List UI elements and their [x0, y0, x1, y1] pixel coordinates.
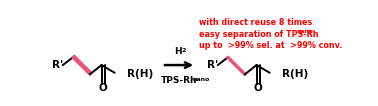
Text: 2: 2 — [181, 48, 186, 53]
Text: nano: nano — [193, 77, 210, 82]
Text: TPS-Rh: TPS-Rh — [161, 76, 197, 85]
Text: with direct reuse 8 times: with direct reuse 8 times — [199, 18, 312, 27]
Text: nano: nano — [297, 29, 314, 34]
Text: O: O — [99, 83, 107, 93]
Text: R(H): R(H) — [282, 69, 308, 79]
Text: easy separation of TPS-Rh: easy separation of TPS-Rh — [199, 30, 319, 39]
Text: R(H): R(H) — [127, 69, 153, 79]
Text: R': R' — [52, 60, 63, 70]
Text: R': R' — [207, 60, 218, 70]
Text: H: H — [174, 47, 181, 56]
Text: O: O — [254, 83, 262, 93]
Text: up to  >99% sel. at  >99% conv.: up to >99% sel. at >99% conv. — [199, 41, 342, 50]
